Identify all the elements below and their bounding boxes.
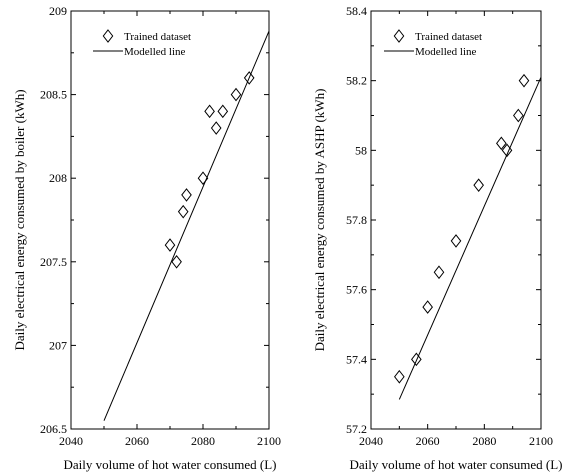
data-point-diamond <box>171 254 182 269</box>
data-point-diamond <box>394 369 405 384</box>
data-point-diamond <box>181 188 192 202</box>
x-axis-title: Daily volume of hot water consumed (L) <box>64 457 277 472</box>
legend-diamond-swatch <box>102 29 114 43</box>
data-point-diamond <box>496 136 507 151</box>
y-tick-label: 57.2 <box>346 422 367 436</box>
modelled-line <box>103 30 269 421</box>
data-point-diamond <box>513 108 524 123</box>
chart-panel-1: 2040 2060 2080 2100 206.5 207 207.5 208 208.5 209… <box>12 4 281 472</box>
y-tick-label: 207.5 <box>40 255 67 269</box>
x-tick-label: 2080 <box>472 434 496 448</box>
data-point-diamond <box>164 238 176 252</box>
legend-label: Modelled line <box>124 46 186 58</box>
y-tick-label: 57.4 <box>346 352 367 366</box>
data-point-diamond <box>422 300 433 314</box>
chart-panel-2: 2040 2060 2080 2100 57.2 57.4 57.6 57.8 58 58.2 58… <box>312 4 563 472</box>
x-tick-label: 2100 <box>257 434 281 448</box>
data-point-diamond <box>230 87 242 102</box>
data-point-diamond <box>210 121 222 135</box>
legend-label: Modelled line <box>415 46 477 58</box>
plot-frame <box>70 10 270 430</box>
data-point-diamond <box>433 265 445 280</box>
data-point-diamond <box>411 352 422 367</box>
data-point-diamond <box>473 178 484 192</box>
y-tick-label: 58 <box>355 143 367 157</box>
y-tick-label: 58.2 <box>346 74 367 88</box>
legend-diamond-swatch <box>393 29 405 43</box>
y-axis-title: Daily electrical energy consumed by ASHP… <box>312 89 327 352</box>
data-point-diamond <box>177 204 189 219</box>
y-tick-label: 57.6 <box>346 283 367 297</box>
data-point-diamond <box>217 104 229 119</box>
y-tick-label: 58.4 <box>346 4 367 18</box>
y-tick-label: 57.8 <box>346 213 367 227</box>
data-point-diamond <box>204 104 215 119</box>
x-axis-title: Daily volume of hot water consumed (L) <box>350 457 563 472</box>
y-tick-label: 209 <box>49 4 67 18</box>
y-tick-label: 208 <box>49 171 67 185</box>
y-tick-label: 206.5 <box>40 422 67 436</box>
x-tick-label: 2060 <box>125 434 149 448</box>
x-tick-label: 2040 <box>59 434 83 448</box>
x-tick-label: 2060 <box>416 434 440 448</box>
data-point-diamond <box>450 234 462 248</box>
x-tick-label: 2040 <box>359 434 383 448</box>
data-point-diamond <box>518 73 530 88</box>
legend-label: Trained dataset <box>415 31 482 43</box>
x-tick-label: 2080 <box>191 434 215 448</box>
modelled-line <box>398 76 541 400</box>
y-axis-title: Daily electrical energy consumed by boil… <box>12 89 27 350</box>
y-tick-label: 207 <box>49 338 67 352</box>
y-tick-label: 208.5 <box>40 88 67 102</box>
x-tick-label: 2100 <box>529 434 553 448</box>
plot-frame <box>370 10 542 430</box>
legend-label: Trained dataset <box>124 31 191 43</box>
